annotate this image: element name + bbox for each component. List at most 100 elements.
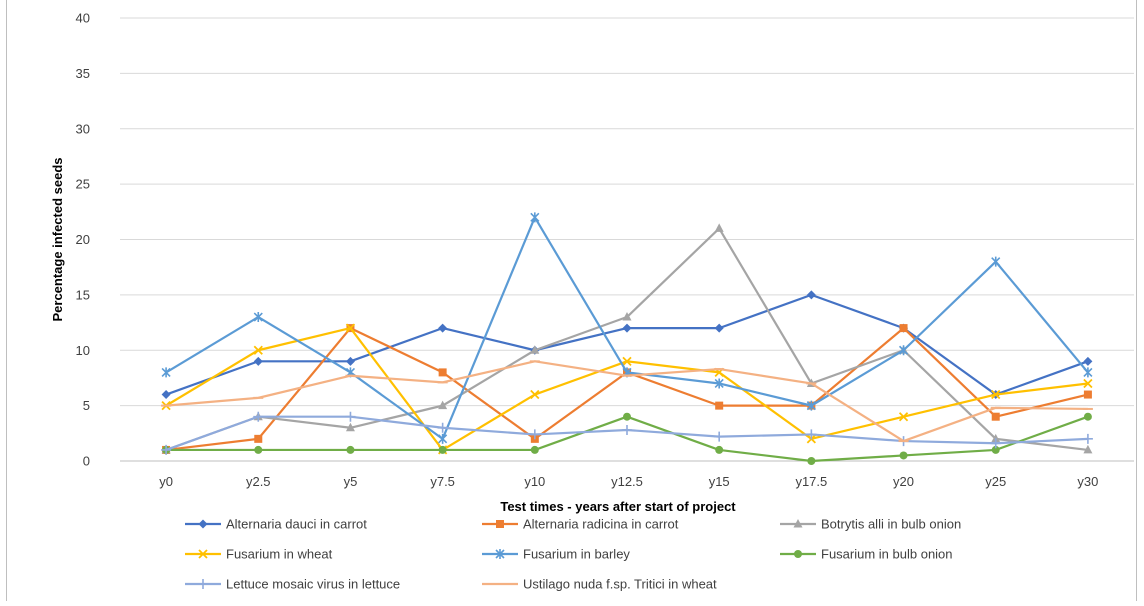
series-lines: [161, 212, 1093, 465]
data-point: [991, 256, 1001, 267]
y-tick-label: 5: [83, 398, 90, 413]
series-7: [161, 360, 1093, 443]
legend-label: Fusarium in bulb onion: [821, 547, 953, 562]
legend-label: Fusarium in barley: [523, 547, 630, 562]
data-point: [1083, 412, 1092, 421]
legend-item: Botrytis alli in bulb onion: [780, 517, 961, 532]
data-point: [1083, 444, 1093, 454]
x-tick-label: y2.5: [246, 474, 271, 489]
x-tick-label: y20: [893, 474, 914, 489]
x-axis-title: Test times - years after start of projec…: [500, 499, 736, 514]
data-point: [899, 451, 908, 460]
data-point: [254, 434, 263, 443]
data-point: [530, 212, 540, 223]
data-point: [806, 429, 817, 440]
data-point: [991, 412, 1000, 421]
legend-label: Ustilago nuda f.sp. Tritici in wheat: [523, 577, 717, 592]
legend-item: Fusarium in bulb onion: [780, 547, 953, 562]
series-5: [162, 412, 1092, 465]
x-tick-label: y5: [344, 474, 358, 489]
legend-marker: [198, 519, 208, 529]
data-point: [253, 356, 263, 366]
data-point: [253, 312, 263, 323]
legend-item: Alternaria dauci in carrot: [185, 517, 367, 532]
legend-marker: [496, 520, 504, 528]
data-point: [622, 312, 632, 321]
data-point: [714, 323, 724, 333]
legend-marker: [495, 549, 505, 559]
x-tick-label: y0: [159, 474, 173, 489]
legend-marker: [794, 550, 802, 558]
x-tick-label: y7.5: [430, 474, 455, 489]
data-point: [253, 345, 263, 355]
data-point: [1082, 433, 1093, 444]
data-point: [622, 424, 632, 435]
data-point: [806, 400, 816, 411]
data-point: [714, 431, 725, 442]
data-point: [438, 400, 448, 410]
data-point: [345, 422, 355, 432]
legend-marker: [198, 579, 208, 589]
data-point: [254, 445, 263, 454]
gridlines: [120, 17, 1134, 407]
data-point: [806, 290, 816, 300]
data-point: [898, 412, 909, 422]
data-point: [991, 389, 1001, 400]
data-point: [438, 433, 448, 444]
chart-border-left: [6, 0, 7, 601]
x-tick-label: y30: [1077, 474, 1098, 489]
legend: Alternaria dauci in carrot Alternaria rad…: [185, 517, 961, 592]
data-point: [715, 401, 724, 410]
data-point: [345, 356, 355, 366]
y-tick-label: 20: [76, 232, 90, 247]
legend-item: Lettuce mosaic virus in lettuce: [185, 577, 400, 592]
series-6: [161, 411, 1093, 455]
y-tick-label: 10: [76, 343, 90, 358]
data-point: [529, 429, 540, 440]
legend-item: Ustilago nuda f.sp. Tritici in wheat: [482, 577, 717, 592]
data-point: [899, 324, 908, 333]
data-point: [714, 223, 724, 232]
legend-label: Alternaria dauci in carrot: [226, 517, 367, 532]
legend-marker: [198, 549, 208, 559]
legend-item: Fusarium in wheat: [185, 547, 333, 562]
data-point: [438, 323, 448, 333]
data-point: [990, 438, 1001, 449]
data-point: [991, 445, 1000, 454]
y-tick-label: 0: [83, 454, 90, 469]
data-point: [253, 411, 264, 422]
series-0: [161, 290, 1093, 400]
data-point: [1083, 367, 1093, 378]
y-tick-label: 35: [76, 66, 90, 81]
series-4: [161, 212, 1093, 444]
x-tick-label: y17.5: [795, 474, 827, 489]
data-point: [622, 356, 632, 366]
data-point: [346, 445, 355, 454]
y-tick-label: 30: [76, 121, 90, 136]
data-point: [991, 433, 1001, 443]
data-point: [161, 367, 171, 378]
data-point: [437, 422, 448, 433]
y-tick-label: 15: [76, 287, 90, 302]
data-point: [898, 345, 909, 356]
data-point: [623, 412, 631, 421]
legend-marker: [793, 519, 803, 528]
data-point: [1083, 390, 1092, 399]
y-tick-label: 25: [76, 177, 90, 192]
legend-item: Fusarium in barley: [482, 547, 630, 562]
chart-border-right: [1136, 0, 1137, 601]
data-point: [161, 444, 172, 455]
data-point: [622, 323, 632, 333]
data-point: [161, 390, 171, 400]
legend-label: Botrytis alli in bulb onion: [821, 517, 961, 532]
legend-label: Fusarium in wheat: [226, 547, 333, 562]
data-point: [530, 389, 540, 400]
legend-item: Alternaria radicina in carrot: [482, 517, 679, 532]
legend-label: Lettuce mosaic virus in lettuce: [226, 577, 400, 592]
data-point: [345, 411, 356, 422]
data-point: [530, 445, 539, 454]
x-tick-label: y12.5: [611, 474, 643, 489]
data-point: [807, 457, 816, 465]
